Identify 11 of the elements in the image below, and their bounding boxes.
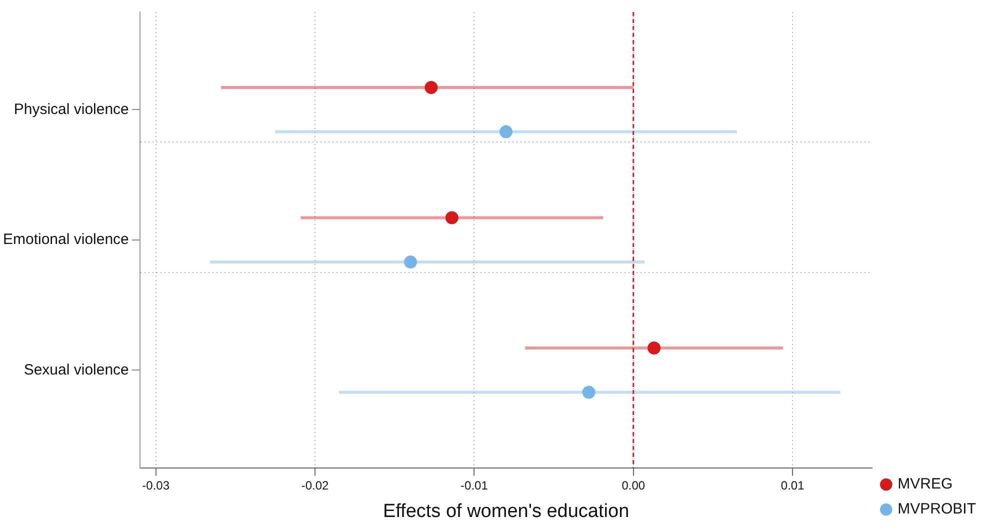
x-tick-label: -0.02	[301, 478, 330, 492]
x-axis-title: Effects of women's education	[382, 500, 630, 522]
y-tick-label: Sexual violence	[24, 361, 129, 378]
legend-label: MVREG	[898, 476, 953, 493]
x-tick-label: 0.01	[780, 478, 805, 492]
y-tick-label: Emotional violence	[2, 231, 129, 248]
y-tick-label: Physical violence	[14, 100, 129, 118]
x-tick-label: 0.00	[622, 478, 646, 492]
x-tick-label: -0.03	[142, 478, 170, 492]
legend-label: MVPROBIT	[898, 500, 976, 518]
x-tick-label: -0.01	[460, 478, 488, 492]
